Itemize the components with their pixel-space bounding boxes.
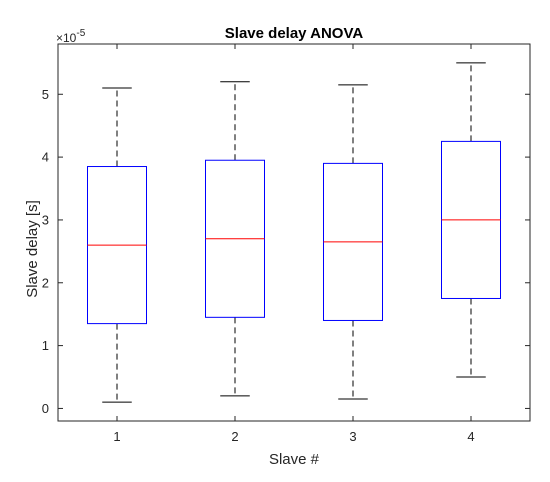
exponent-power: -5 bbox=[76, 28, 85, 39]
x-tick-label: 1 bbox=[113, 429, 120, 444]
x-axis-label: Slave # bbox=[269, 451, 320, 468]
svg-text:×10-5: ×10-5 bbox=[56, 28, 86, 45]
x-tick-label: 3 bbox=[349, 429, 356, 444]
y-tick-label: 2 bbox=[42, 275, 49, 290]
x-tick-label: 4 bbox=[467, 429, 474, 444]
y-tick-label: 5 bbox=[42, 87, 49, 102]
y-tick-label: 3 bbox=[42, 212, 49, 227]
y-tick-label: 4 bbox=[42, 150, 49, 165]
chart-title: Slave delay ANOVA bbox=[225, 25, 364, 42]
axes-frame bbox=[57, 43, 531, 422]
y-tick-label: 0 bbox=[42, 401, 49, 416]
exponent-base: ×10 bbox=[56, 31, 77, 45]
plot-area: 0 1 2 3 4 5 1 2 3 4 bbox=[42, 43, 531, 444]
y-axis-label: Slave delay [s] bbox=[24, 200, 41, 298]
y-tick-label: 1 bbox=[42, 338, 49, 353]
x-tick-label: 2 bbox=[231, 429, 238, 444]
y-axis-exponent: ×10-5 bbox=[56, 28, 86, 45]
